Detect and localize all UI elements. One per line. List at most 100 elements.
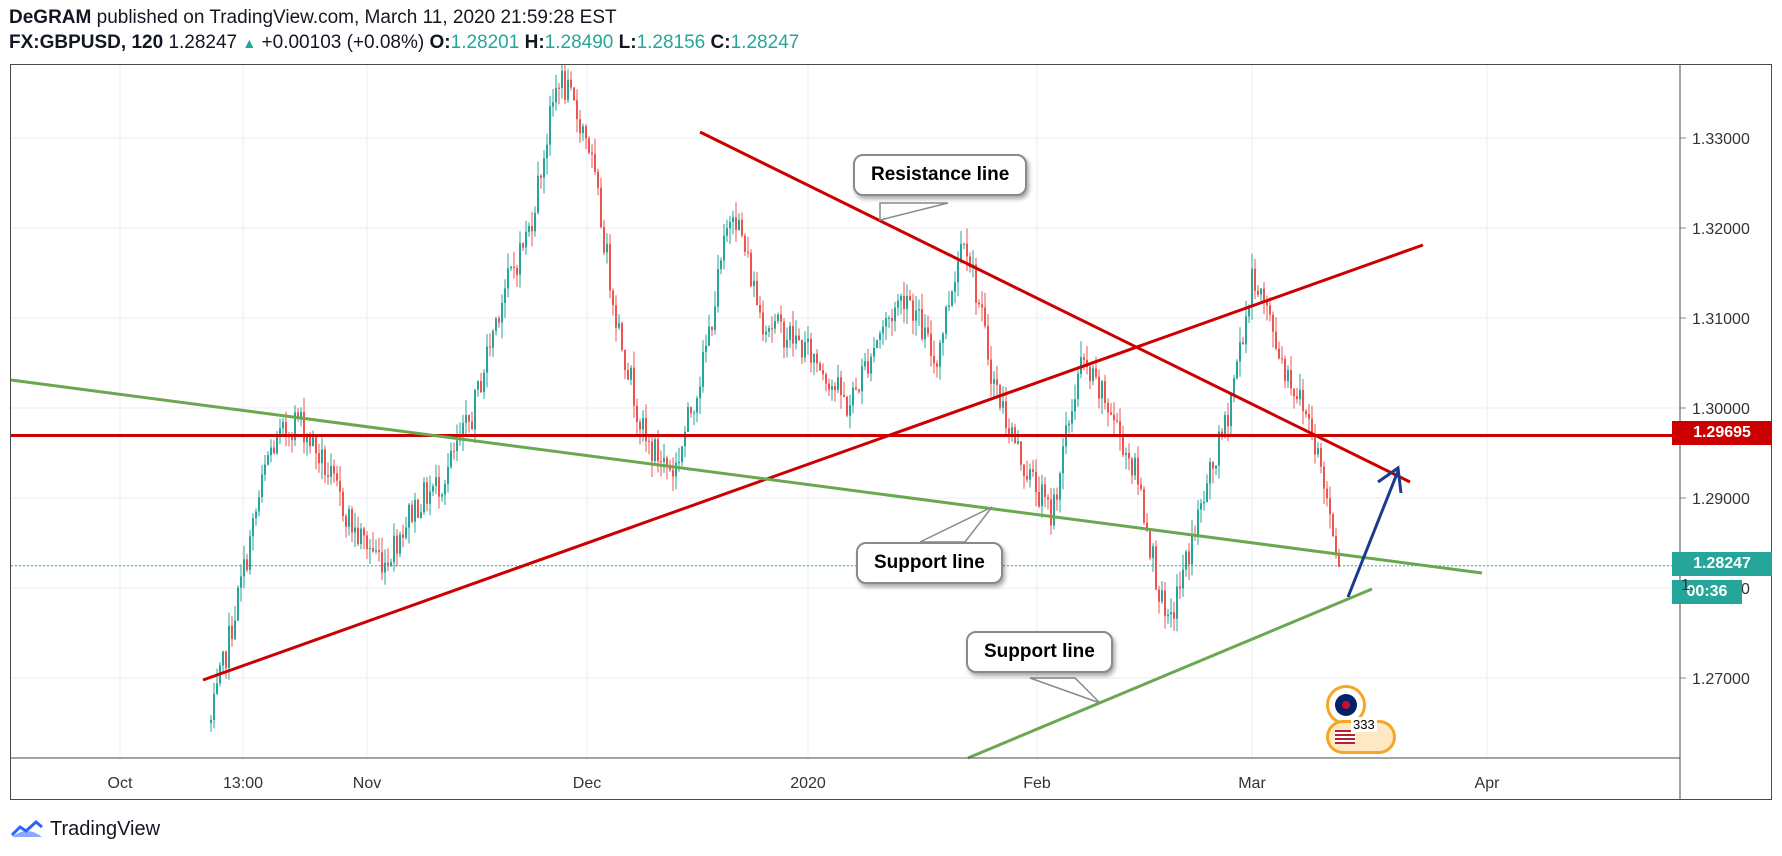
open-value: 1.28201 [450, 32, 520, 53]
candle-body [483, 372, 485, 393]
candle-body [357, 527, 359, 545]
candle-body [450, 450, 452, 467]
candle-body [213, 693, 215, 720]
candle-body [1209, 462, 1211, 484]
candle-body [534, 212, 536, 232]
candle-body [1257, 290, 1259, 295]
x-tick-label: Oct [108, 775, 133, 792]
candle-body [261, 474, 263, 498]
candle-body [1230, 394, 1232, 427]
candle-body [708, 326, 710, 346]
candle-body [1299, 389, 1301, 400]
candle-body [462, 422, 464, 437]
candle-body [903, 295, 905, 310]
candle-body [1290, 370, 1292, 389]
candle-body [222, 651, 224, 666]
candle-body [588, 138, 590, 153]
candle-body [651, 441, 653, 462]
candle-body [1008, 428, 1010, 435]
support-line-callout-low[interactable]: Support line [966, 631, 1113, 673]
candle-body [516, 267, 518, 275]
candle-body [1089, 367, 1091, 382]
candle-body [1176, 586, 1178, 619]
candle-body [387, 562, 389, 566]
candle-body [330, 465, 332, 477]
candle-body [582, 126, 584, 134]
candle-body [612, 290, 614, 306]
us-flag-event-icon[interactable]: 333 [1326, 717, 1396, 754]
candle-body [966, 243, 968, 257]
candle-body [1032, 469, 1034, 472]
candle-body [855, 387, 857, 390]
support-line-callout-mid[interactable]: Support line [856, 542, 1003, 584]
resistance-callout-text: Resistance line [871, 164, 1010, 185]
candle-body [411, 504, 413, 522]
candle-body [336, 473, 338, 481]
candle-body [924, 327, 926, 340]
candle-body [879, 333, 881, 340]
candle-body [771, 328, 773, 330]
candle-body [993, 379, 995, 384]
candle-body [1164, 590, 1166, 617]
candle-body [552, 102, 554, 107]
ascending-trend-line [202, 243, 1424, 682]
candle-body [780, 314, 782, 322]
low-value: 1.28156 [636, 32, 706, 53]
candle-body [846, 396, 848, 416]
candle-body [237, 587, 239, 621]
candle-body [849, 405, 851, 416]
candle-body [1035, 471, 1037, 493]
candle-body [432, 486, 434, 492]
candle-body [351, 509, 353, 533]
candle-body [306, 435, 308, 443]
candle-body [1173, 612, 1175, 619]
candle-body [225, 651, 227, 668]
candle-body [648, 440, 650, 442]
candle-body [975, 264, 977, 303]
candle-body [312, 436, 314, 447]
resistance-line-callout[interactable]: Resistance line [853, 154, 1028, 196]
candle-body [441, 494, 443, 497]
candle-body [228, 625, 230, 668]
candle-body [345, 516, 347, 527]
candle-body [273, 447, 275, 454]
countdown-tag: 00:36 [1672, 580, 1742, 604]
candle-body [354, 527, 356, 533]
candle-body [1287, 370, 1289, 382]
candle-body [831, 386, 833, 390]
up-triangle-icon: ▲ [242, 35, 257, 51]
candle-body [513, 266, 515, 268]
candle-body [840, 377, 842, 396]
candle-body [627, 369, 629, 380]
candle-body [1170, 612, 1172, 615]
candle-body [246, 559, 248, 570]
candle-body [444, 484, 446, 495]
candle-body [1020, 441, 1022, 465]
candle-body [501, 303, 503, 323]
candle-body [231, 625, 233, 639]
candle-body [270, 447, 272, 456]
candle-body [1047, 497, 1049, 500]
y-tick-label: 1.30000 [1692, 401, 1750, 418]
candle-body [438, 477, 440, 497]
candle-body [309, 435, 311, 447]
high-label: H: [524, 32, 545, 53]
candle-body [1278, 348, 1280, 359]
candle-body [555, 87, 557, 103]
candle-body [363, 528, 365, 536]
publish-info: DeGRAM published on TradingView.com, Mar… [9, 7, 617, 29]
candle-body [963, 243, 965, 245]
candle-body [732, 217, 734, 222]
candle-body [543, 158, 545, 178]
candle-body [1302, 389, 1304, 412]
candle-body [1314, 435, 1316, 455]
candle-body [366, 535, 368, 549]
candle-body [735, 217, 737, 230]
candle-body [885, 318, 887, 327]
candle-body [936, 363, 938, 367]
candle-body [1263, 288, 1265, 302]
candle-body [882, 326, 884, 334]
current-price-text: 1.28247 [1693, 555, 1751, 572]
candle-body [1029, 469, 1031, 480]
